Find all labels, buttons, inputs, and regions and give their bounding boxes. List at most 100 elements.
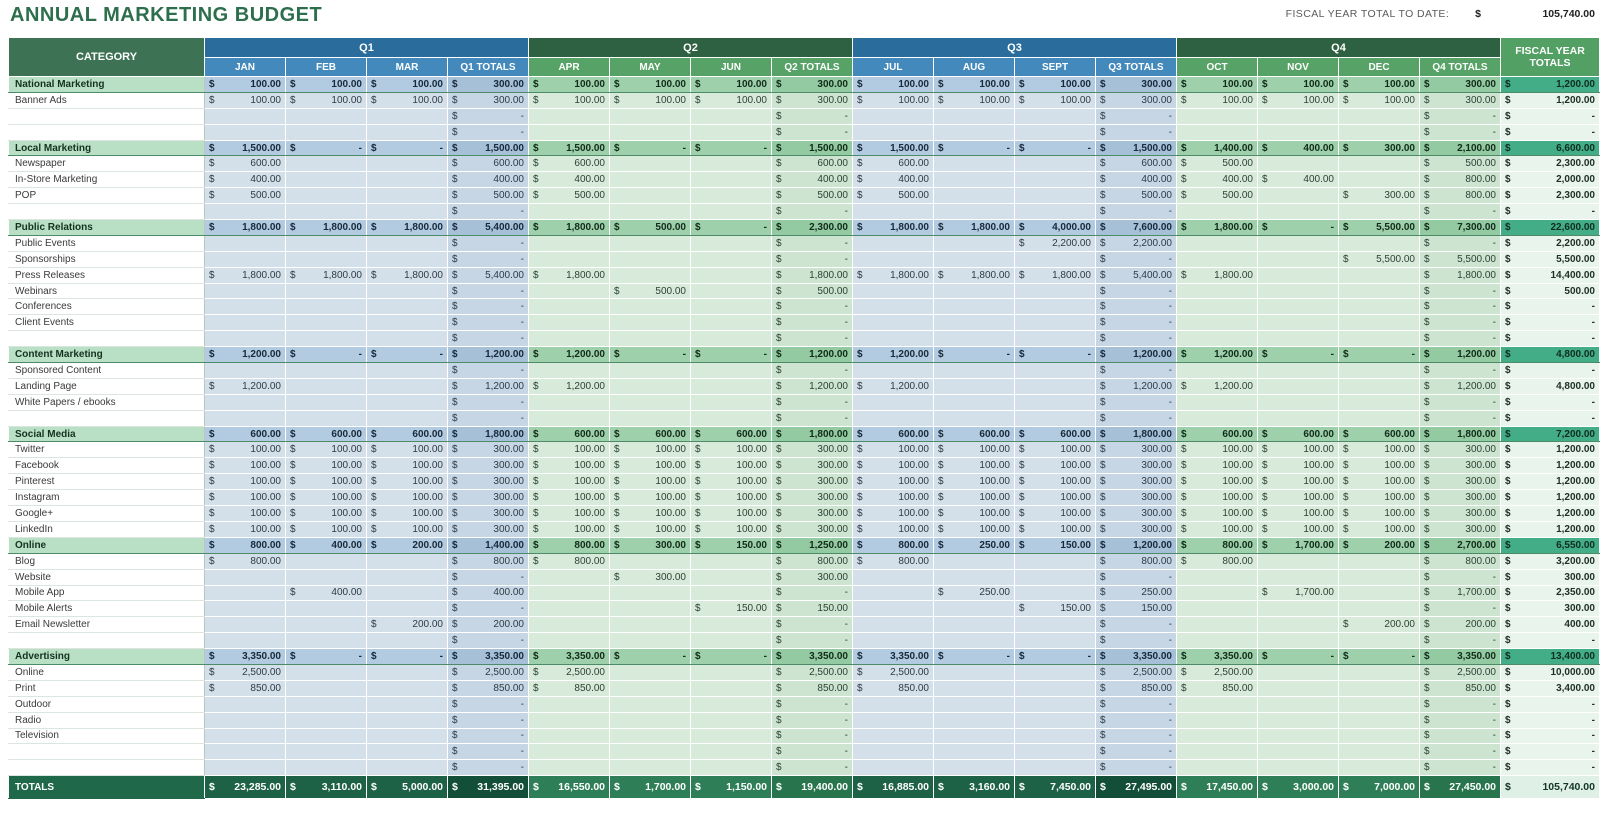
cell[interactable]: $600.00 [771, 155, 853, 173]
cell[interactable]: $2,500.00 [1095, 663, 1177, 681]
cell[interactable] [933, 616, 1015, 634]
cell[interactable] [690, 282, 772, 300]
cell[interactable]: $100.00 [933, 505, 1015, 522]
cell[interactable] [204, 711, 286, 729]
cell[interactable]: $100.00 [1257, 520, 1339, 538]
fiscal-year-cell[interactable]: $ - [1500, 107, 1600, 125]
fiscal-year-cell[interactable]: $14,400.00 [1500, 266, 1600, 284]
cell[interactable]: $300.00 [1419, 91, 1501, 109]
cell[interactable] [690, 695, 772, 713]
cell[interactable] [1176, 393, 1258, 411]
cell[interactable]: $500.00 [1419, 155, 1501, 173]
row-label[interactable]: Television [8, 727, 205, 745]
cell[interactable]: $1,200.00 [1176, 377, 1258, 395]
cell[interactable] [1338, 727, 1420, 745]
cell[interactable]: $ - [771, 616, 853, 634]
cell[interactable] [1014, 616, 1096, 634]
cell[interactable]: $ - [1419, 695, 1501, 713]
cell[interactable] [852, 600, 934, 618]
cell[interactable] [609, 727, 691, 745]
fiscal-year-cell[interactable]: $ - [1500, 632, 1600, 650]
cell[interactable]: $4,000.00 [1014, 219, 1096, 236]
cell[interactable]: $300.00 [609, 568, 691, 586]
cell[interactable]: $ - [285, 346, 367, 364]
cell[interactable] [1176, 600, 1258, 618]
cell[interactable] [690, 107, 772, 125]
cell[interactable]: $ - [1095, 568, 1177, 586]
cell[interactable]: $ - [771, 362, 853, 379]
cell[interactable]: $600.00 [1176, 425, 1258, 443]
cell[interactable] [1338, 393, 1420, 411]
cell[interactable]: $ - [1419, 393, 1501, 411]
cell[interactable]: $ - [285, 139, 367, 157]
cell[interactable]: $5,500.00 [1419, 250, 1501, 268]
row-label[interactable]: Conferences [8, 298, 205, 316]
cell[interactable]: $2,500.00 [204, 663, 286, 681]
cell[interactable]: $600.00 [447, 155, 529, 173]
cell[interactable]: $100.00 [204, 473, 286, 491]
cell[interactable]: $1,800.00 [933, 266, 1015, 284]
cell[interactable]: $ - [447, 330, 529, 348]
row-label[interactable]: National Marketing [8, 76, 205, 93]
cell[interactable]: $100.00 [1014, 441, 1096, 459]
cell[interactable]: $100.00 [609, 520, 691, 538]
cell[interactable] [528, 330, 610, 348]
cell[interactable]: $150.00 [1095, 600, 1177, 618]
cell[interactable]: $ - [771, 393, 853, 411]
cell[interactable]: $600.00 [1095, 155, 1177, 173]
cell[interactable]: $1,500.00 [447, 139, 529, 157]
row-label[interactable]: Advertising [8, 648, 205, 665]
cell[interactable] [852, 250, 934, 268]
cell[interactable]: $100.00 [1014, 91, 1096, 109]
cell[interactable]: $100.00 [204, 505, 286, 522]
cell[interactable] [285, 711, 367, 729]
cell[interactable] [1176, 330, 1258, 348]
cell[interactable] [1176, 314, 1258, 332]
cell[interactable]: $100.00 [609, 91, 691, 109]
cell[interactable] [609, 632, 691, 650]
row-label[interactable]: Sponsorships [8, 250, 205, 268]
cell[interactable]: $100.00 [1176, 441, 1258, 459]
row-label[interactable]: Content Marketing [8, 346, 205, 364]
cell[interactable] [852, 362, 934, 379]
cell[interactable] [852, 616, 934, 634]
cell[interactable] [609, 743, 691, 761]
cell[interactable]: $1,200.00 [852, 377, 934, 395]
cell[interactable] [285, 616, 367, 634]
cell[interactable] [1176, 123, 1258, 141]
cell[interactable] [528, 107, 610, 125]
fiscal-year-cell[interactable]: $400.00 [1500, 616, 1600, 634]
cell[interactable]: $800.00 [447, 552, 529, 570]
cell[interactable] [1257, 552, 1339, 570]
row-label[interactable]: Email Newsletter [8, 616, 205, 634]
cell[interactable] [1014, 695, 1096, 713]
cell[interactable] [1338, 584, 1420, 602]
cell[interactable]: $600.00 [528, 425, 610, 443]
cell[interactable] [1176, 727, 1258, 745]
cell[interactable] [204, 393, 286, 411]
cell[interactable] [528, 123, 610, 141]
cell[interactable] [366, 203, 448, 221]
cell[interactable]: $100.00 [285, 473, 367, 491]
cell[interactable]: $1,200.00 [771, 377, 853, 395]
cell[interactable]: $1,800.00 [447, 425, 529, 443]
cell[interactable]: $300.00 [447, 91, 529, 109]
cell[interactable] [852, 632, 934, 650]
cell[interactable]: $100.00 [852, 520, 934, 538]
cell[interactable]: $100.00 [1176, 489, 1258, 507]
cell[interactable]: $100.00 [1338, 76, 1420, 93]
cell[interactable] [204, 314, 286, 332]
cell[interactable]: $800.00 [1419, 187, 1501, 205]
cell[interactable] [1014, 250, 1096, 268]
cell[interactable]: $ - [447, 314, 529, 332]
cell[interactable] [204, 616, 286, 634]
cell[interactable]: $100.00 [1257, 457, 1339, 475]
cell[interactable]: $5,400.00 [447, 219, 529, 236]
cell[interactable] [933, 568, 1015, 586]
cell[interactable] [1257, 393, 1339, 411]
cell[interactable]: $1,800.00 [285, 219, 367, 236]
cell[interactable]: $ - [1095, 727, 1177, 745]
cell[interactable]: $600.00 [1257, 425, 1339, 443]
totals-cell[interactable]: $16,550.00 [528, 775, 610, 800]
cell[interactable]: $100.00 [204, 457, 286, 475]
